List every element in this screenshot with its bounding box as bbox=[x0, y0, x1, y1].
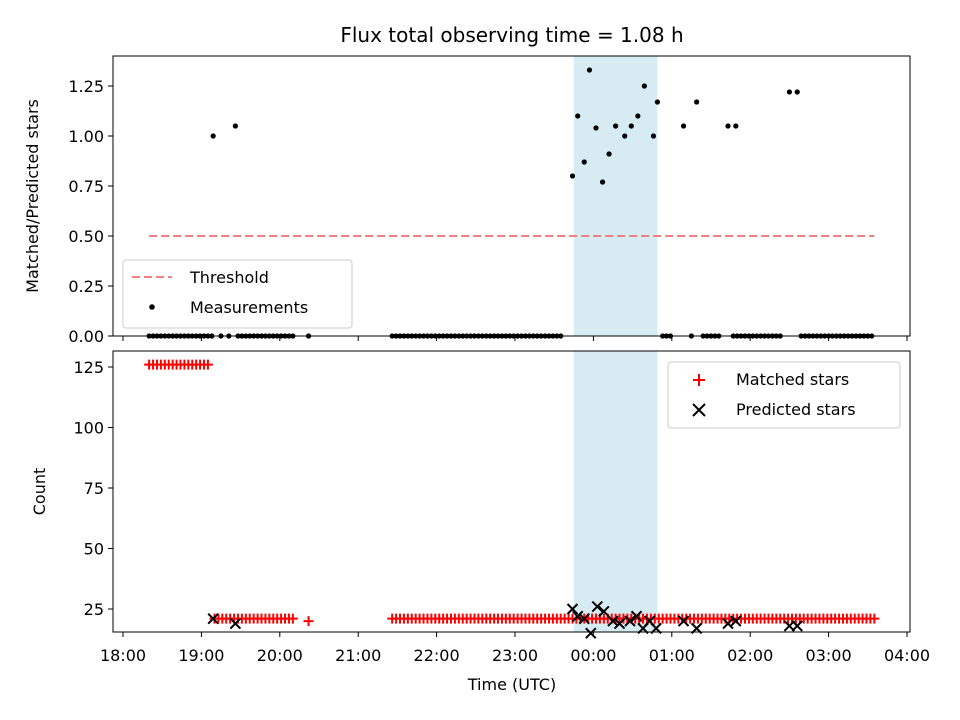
predicted-point bbox=[730, 615, 742, 627]
matched-legend-marker bbox=[693, 374, 705, 386]
top-y-axis-label: Matched/Predicted stars bbox=[23, 99, 42, 293]
predicted-point bbox=[229, 617, 242, 630]
x-tick-label: 02:00 bbox=[727, 646, 773, 665]
predicted-point bbox=[613, 617, 626, 630]
measurement-point bbox=[650, 133, 657, 139]
measurement-point bbox=[613, 123, 619, 129]
predicted-point bbox=[598, 605, 610, 618]
bottom-legend: Matched stars Predicted stars bbox=[667, 361, 901, 429]
x-tick-label: 03:00 bbox=[806, 646, 852, 665]
top-y-tick-label: 0.75 bbox=[68, 177, 104, 196]
matched-point bbox=[287, 613, 298, 624]
bottom-axes-frame bbox=[112, 350, 911, 633]
x-tick-label: 23:00 bbox=[492, 646, 538, 665]
x-tick-label: 18:00 bbox=[100, 646, 146, 665]
chart-title: Flux total observing time = 1.08 h bbox=[340, 23, 683, 47]
x-tick-label: 01:00 bbox=[649, 646, 695, 665]
predicted-point bbox=[630, 610, 643, 622]
matched-point bbox=[303, 616, 314, 627]
x-tick-label: 22:00 bbox=[414, 646, 460, 665]
top-axes-frame bbox=[112, 55, 911, 337]
measurement-point bbox=[786, 89, 793, 95]
bottom-y-tick-label: 25 bbox=[84, 600, 104, 619]
bottom-y-tick-label: 100 bbox=[73, 419, 104, 438]
predicted-point bbox=[607, 615, 619, 627]
measurement-point bbox=[628, 123, 634, 129]
predicted-point bbox=[677, 615, 690, 627]
measurement-point bbox=[581, 159, 587, 165]
predicted-point bbox=[207, 612, 219, 625]
measurement-point bbox=[599, 179, 606, 185]
measurement-point bbox=[654, 99, 661, 105]
x-axis-label: Time (UTC) bbox=[467, 675, 556, 694]
measurement-point bbox=[635, 113, 641, 119]
top-y-tick-label: 0.50 bbox=[68, 227, 104, 246]
predicted-point bbox=[572, 610, 584, 622]
predicted-point bbox=[722, 617, 734, 630]
bottom-ticks: 25 50 75 100 125 18:00 19:00 20:00 21:00 22:00 23:… bbox=[73, 358, 930, 665]
top-ticks: 0.00 0.25 0.50 0.75 1.00 1.25 bbox=[68, 77, 908, 346]
predicted-legend-marker bbox=[692, 403, 706, 417]
legend-matched: Matched stars bbox=[736, 370, 849, 389]
measurement-point bbox=[575, 113, 581, 119]
top-legend: Threshold Measurements bbox=[122, 259, 353, 329]
top-highlight-band bbox=[573, 56, 658, 336]
measurement-point bbox=[210, 133, 216, 139]
matched-point bbox=[869, 613, 880, 624]
top-y-tick-label: 0.25 bbox=[68, 277, 104, 296]
measurement-point bbox=[641, 83, 647, 89]
measurement-point bbox=[680, 123, 687, 129]
legend-predicted: Predicted stars bbox=[736, 400, 856, 419]
top-legend-box bbox=[122, 259, 353, 329]
predicted-point bbox=[578, 612, 590, 625]
count-points bbox=[144, 359, 880, 639]
top-panel: 0.00 0.25 0.50 0.75 1.00 1.25 Matched/Predict… bbox=[23, 55, 911, 346]
x-tick-label: 00:00 bbox=[570, 646, 616, 665]
measurement-point bbox=[794, 89, 800, 95]
measurement-legend-marker bbox=[149, 304, 155, 310]
measurement-point bbox=[586, 67, 593, 73]
matched-point bbox=[202, 359, 213, 370]
bottom-legend-box bbox=[667, 361, 901, 429]
measurement-point bbox=[593, 125, 599, 131]
top-y-tick-label: 1.00 bbox=[68, 127, 104, 146]
bottom-y-axis-label: Count bbox=[30, 468, 49, 516]
measurement-point bbox=[232, 123, 238, 129]
predicted-point bbox=[591, 600, 604, 613]
measurement-point bbox=[569, 173, 576, 179]
bottom-y-tick-label: 125 bbox=[73, 358, 104, 377]
bottom-y-tick-label: 50 bbox=[84, 540, 104, 559]
x-tick-label: 04:00 bbox=[884, 646, 930, 665]
legend-measurements: Measurements bbox=[190, 298, 308, 317]
top-y-tick-label: 1.25 bbox=[68, 77, 104, 96]
measurement-point bbox=[622, 133, 628, 139]
predicted-point bbox=[791, 620, 803, 632]
measurement-point bbox=[694, 99, 700, 105]
measurement-point bbox=[733, 123, 739, 129]
measurement-point bbox=[725, 123, 731, 129]
bottom-highlight-band bbox=[573, 351, 658, 632]
bottom-y-tick-label: 75 bbox=[84, 479, 104, 498]
legend-threshold: Threshold bbox=[189, 268, 269, 287]
predicted-point bbox=[585, 627, 597, 639]
bottom-panel: 25 50 75 100 125 18:00 19:00 20:00 21:00 22:00 23:… bbox=[30, 350, 930, 694]
top-y-tick-label: 0.00 bbox=[68, 327, 104, 346]
predicted-point bbox=[566, 603, 579, 615]
x-tick-label: 21:00 bbox=[335, 646, 381, 665]
measurement-point bbox=[606, 151, 612, 157]
x-tick-label: 19:00 bbox=[178, 646, 224, 665]
x-tick-label: 20:00 bbox=[257, 646, 303, 665]
predicted-point bbox=[624, 615, 636, 627]
